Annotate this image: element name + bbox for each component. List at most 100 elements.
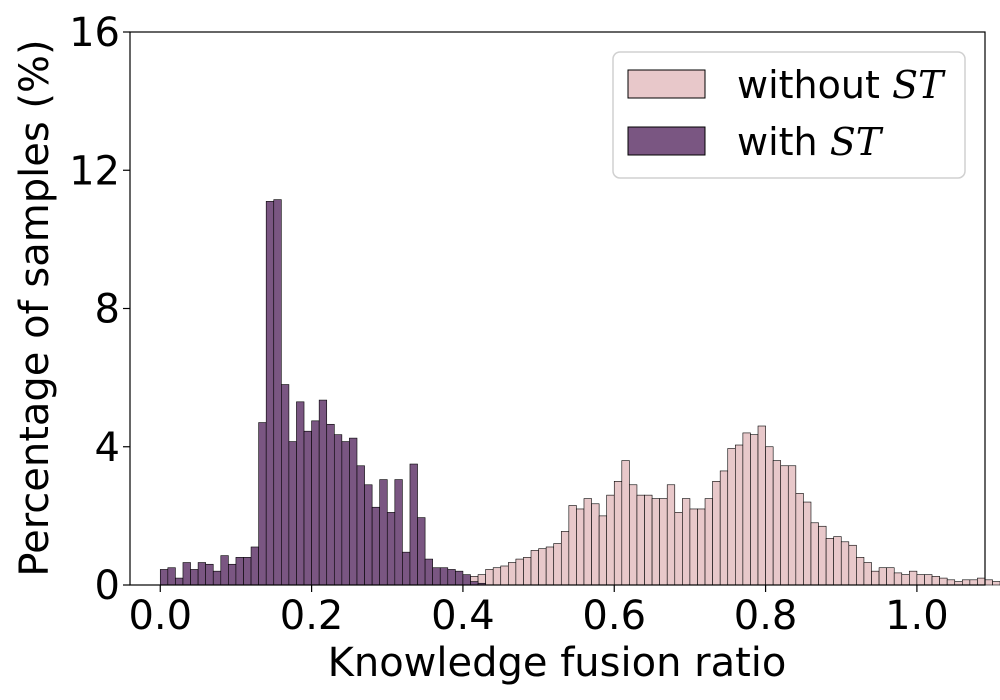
bar-without-st (787, 465, 797, 586)
bar-without-st (886, 567, 895, 586)
bar-without-st (636, 494, 645, 586)
bar-without-st (863, 562, 872, 586)
bar-without-st (613, 481, 623, 586)
series-with-st-bars (159, 199, 486, 586)
bar-with-st (333, 434, 343, 586)
bar-with-st (311, 420, 320, 586)
bar-without-st (833, 536, 842, 586)
y-axis-title: Percentage of samples (%) (12, 39, 58, 576)
bar-with-st (394, 479, 403, 586)
bar-without-st (939, 577, 948, 586)
bar-without-st (697, 508, 706, 586)
bar-with-st (296, 401, 305, 586)
legend-label-with-st-text: with (737, 120, 830, 164)
bar-without-st (757, 425, 766, 586)
bar-without-st (689, 508, 698, 586)
bar-without-st (931, 576, 940, 586)
bar-without-st (666, 484, 676, 586)
bar-without-st (742, 432, 751, 586)
bar-with-st (182, 562, 191, 586)
bar-without-st (621, 460, 630, 586)
bar-without-st (916, 574, 925, 586)
bar-with-st (273, 199, 282, 586)
bar-without-st (977, 577, 986, 586)
x-tick-label: 0.2 (280, 593, 344, 639)
bar-with-st (402, 551, 411, 586)
bar-without-st (735, 444, 744, 586)
legend-swatch-with-st (627, 126, 706, 156)
bar-without-st (538, 548, 547, 586)
bar-without-st (893, 572, 903, 586)
bar-without-st (969, 579, 978, 586)
bar-with-st (288, 441, 297, 586)
bar-without-st (560, 531, 570, 586)
x-tick-label: 1.0 (885, 593, 949, 639)
bar-with-st (424, 558, 433, 586)
y-tick-label: 4 (95, 425, 120, 471)
bar-without-st (871, 570, 880, 586)
bar-without-st (530, 550, 539, 586)
bar-without-st (803, 501, 812, 586)
bar-without-st (523, 557, 532, 586)
bar-with-st (175, 577, 184, 586)
bar-with-st (220, 555, 229, 586)
legend-label-with-st-math: ST (830, 120, 884, 164)
bar-with-st (417, 517, 426, 586)
bar-without-st (553, 543, 562, 586)
bar-with-st (258, 422, 267, 586)
y-tick-label: 12 (69, 148, 120, 194)
bar-without-st (946, 579, 956, 586)
bar-without-st (780, 465, 789, 586)
bar-without-st (909, 570, 918, 586)
bar-with-st (318, 399, 328, 586)
bar-without-st (606, 494, 615, 586)
x-tick-label: 0.4 (431, 593, 495, 639)
bar-without-st (712, 481, 721, 586)
legend: without ST with ST (612, 51, 966, 179)
bar-with-st (341, 441, 350, 586)
bar-without-st (545, 546, 555, 586)
x-tick-label: 0.0 (128, 593, 192, 639)
bar-without-st (500, 565, 509, 586)
bar-with-st (326, 423, 335, 586)
y-tick-label: 16 (69, 10, 120, 56)
bar-without-st (961, 579, 971, 586)
bar-with-st (265, 201, 275, 586)
bar-with-st (462, 574, 471, 586)
bar-without-st (704, 498, 713, 586)
legend-label-without-st: without ST (737, 63, 946, 107)
bar-with-st (159, 569, 169, 586)
legend-swatch-without-st (627, 69, 706, 99)
bar-without-st (576, 508, 585, 586)
bar-with-st (371, 506, 380, 586)
bar-without-st (856, 557, 865, 586)
bar-with-st (439, 567, 449, 586)
bar-with-st (379, 479, 388, 586)
bar-without-st (629, 484, 638, 586)
bar-without-st (682, 498, 691, 586)
bar-with-st (167, 567, 176, 586)
bar-without-st (568, 505, 577, 586)
x-tick-label: 0.8 (734, 593, 798, 639)
bar-without-st (485, 569, 494, 586)
x-axis-ticks: 0.0 0.2 0.4 0.6 0.8 1.0 (128, 585, 949, 639)
bar-with-st (190, 569, 199, 586)
bar-with-st (356, 465, 365, 586)
bar-without-st (644, 494, 653, 586)
bar-with-st (197, 562, 206, 586)
x-tick-label: 0.6 (582, 593, 646, 639)
bar-with-st (228, 563, 237, 586)
bar-without-st (992, 581, 1000, 586)
bar-without-st (750, 434, 759, 586)
bar-without-st (674, 512, 683, 586)
bar-with-st (281, 384, 290, 586)
bar-with-st (243, 557, 252, 586)
bar-without-st (515, 558, 524, 586)
bar-without-st (651, 498, 660, 586)
bar-without-st (984, 579, 993, 586)
y-axis-ticks: 0 4 8 12 16 (69, 10, 130, 609)
bar-without-st (719, 470, 729, 586)
bar-without-st (810, 522, 819, 586)
y-tick-label: 0 (95, 563, 120, 609)
